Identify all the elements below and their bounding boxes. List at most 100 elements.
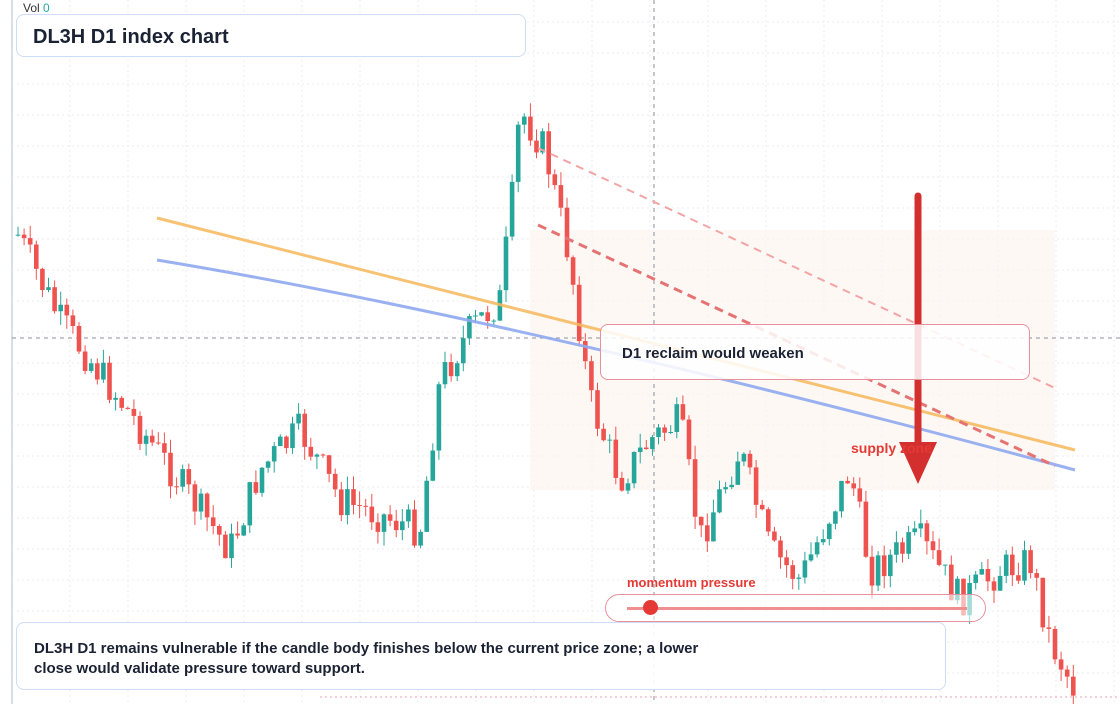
candle-body [1022, 550, 1027, 581]
candle-body [674, 404, 680, 432]
candle-body [253, 482, 259, 493]
candle-body [888, 554, 893, 577]
candle-body [790, 565, 795, 579]
candle-body [107, 362, 112, 400]
candle-body [302, 413, 307, 447]
candle-body [265, 461, 271, 468]
candle-body [204, 493, 210, 518]
candle-body [839, 480, 844, 512]
candle-body [296, 413, 301, 424]
candle-body [1052, 628, 1058, 660]
candle-body [955, 578, 960, 601]
candle-body [589, 361, 594, 391]
candle-body [869, 556, 875, 586]
candle-body [339, 489, 344, 516]
candle-body [759, 504, 765, 510]
candle-body [314, 454, 320, 457]
candle-body [168, 452, 173, 487]
candle-body [217, 526, 222, 535]
candle-body [156, 442, 161, 444]
candle-body [210, 517, 216, 527]
candle-body [473, 315, 478, 317]
candle-body [345, 489, 350, 516]
candle-body [406, 509, 411, 522]
candle-body [223, 534, 228, 559]
candle-body [766, 509, 771, 532]
candle-body [58, 304, 63, 312]
candle-body [113, 397, 118, 400]
candle-body [979, 568, 985, 575]
candle-body [448, 362, 454, 377]
candle-body [753, 467, 759, 505]
candle-body [1046, 627, 1052, 629]
candle-body [985, 568, 991, 582]
callout-box: D1 reclaim would weaken [600, 324, 1030, 380]
candle-body [845, 480, 850, 484]
candle-body [198, 493, 204, 512]
candle-body [192, 484, 198, 512]
candle-body [973, 574, 978, 583]
candle-body [95, 363, 100, 380]
candle-body [82, 351, 88, 371]
candle-body [229, 533, 234, 559]
candle-body [320, 454, 326, 456]
candle-body [393, 520, 399, 531]
gauge-knob [643, 600, 658, 615]
candle-body [442, 362, 448, 385]
gauge-box [605, 594, 986, 622]
candle-body [101, 362, 106, 380]
note-text: DL3H D1 remains vulnerable if the candle… [34, 640, 699, 677]
candle-body [1028, 550, 1033, 574]
candle-body [778, 540, 783, 558]
candles [15, 103, 1076, 704]
candle-body [88, 363, 94, 371]
gauge-label: momentum pressure [627, 575, 756, 590]
candle-body [479, 312, 484, 316]
candle-body [576, 284, 582, 342]
candle-body [363, 505, 368, 507]
candle-body [137, 415, 143, 444]
candle-body [375, 522, 381, 532]
candle-body [1071, 676, 1076, 696]
candle-body [186, 469, 192, 485]
candle-body [857, 488, 863, 502]
title: DL3H D1 index chart [33, 26, 229, 48]
candle-body [27, 238, 33, 245]
candle-body [656, 427, 661, 438]
candle-body [326, 455, 332, 474]
candle-body [1058, 659, 1064, 670]
candle-body [668, 431, 673, 433]
candle-body [34, 244, 39, 269]
candle-body [485, 312, 490, 321]
candle-body [680, 404, 686, 420]
candle-body [827, 523, 832, 540]
candle-body [21, 234, 27, 239]
candle-body [711, 512, 716, 542]
candle-body [705, 525, 710, 542]
candle-body [686, 419, 692, 460]
candle-body [509, 181, 515, 237]
candle-body [772, 531, 777, 541]
title-box: DL3H D1 index chart [16, 14, 526, 57]
candle-body [595, 390, 600, 429]
candle-body [412, 509, 417, 546]
candle-body [619, 477, 625, 491]
candle-body [802, 560, 808, 578]
candle-body [784, 557, 789, 566]
candle-body [46, 287, 51, 291]
candle-body [290, 423, 295, 449]
candle-body [912, 528, 917, 533]
candle-body [918, 523, 924, 529]
candle-body [930, 541, 936, 551]
candle-body [381, 514, 387, 532]
candle-body [650, 437, 655, 450]
candle-body [1003, 554, 1009, 576]
candle-body [64, 304, 70, 316]
candle-body [1064, 669, 1070, 677]
candle-body [863, 501, 869, 557]
candle-body [119, 397, 124, 408]
candle-body [351, 489, 356, 506]
candle-body [1010, 554, 1015, 576]
candle-body [894, 542, 899, 555]
